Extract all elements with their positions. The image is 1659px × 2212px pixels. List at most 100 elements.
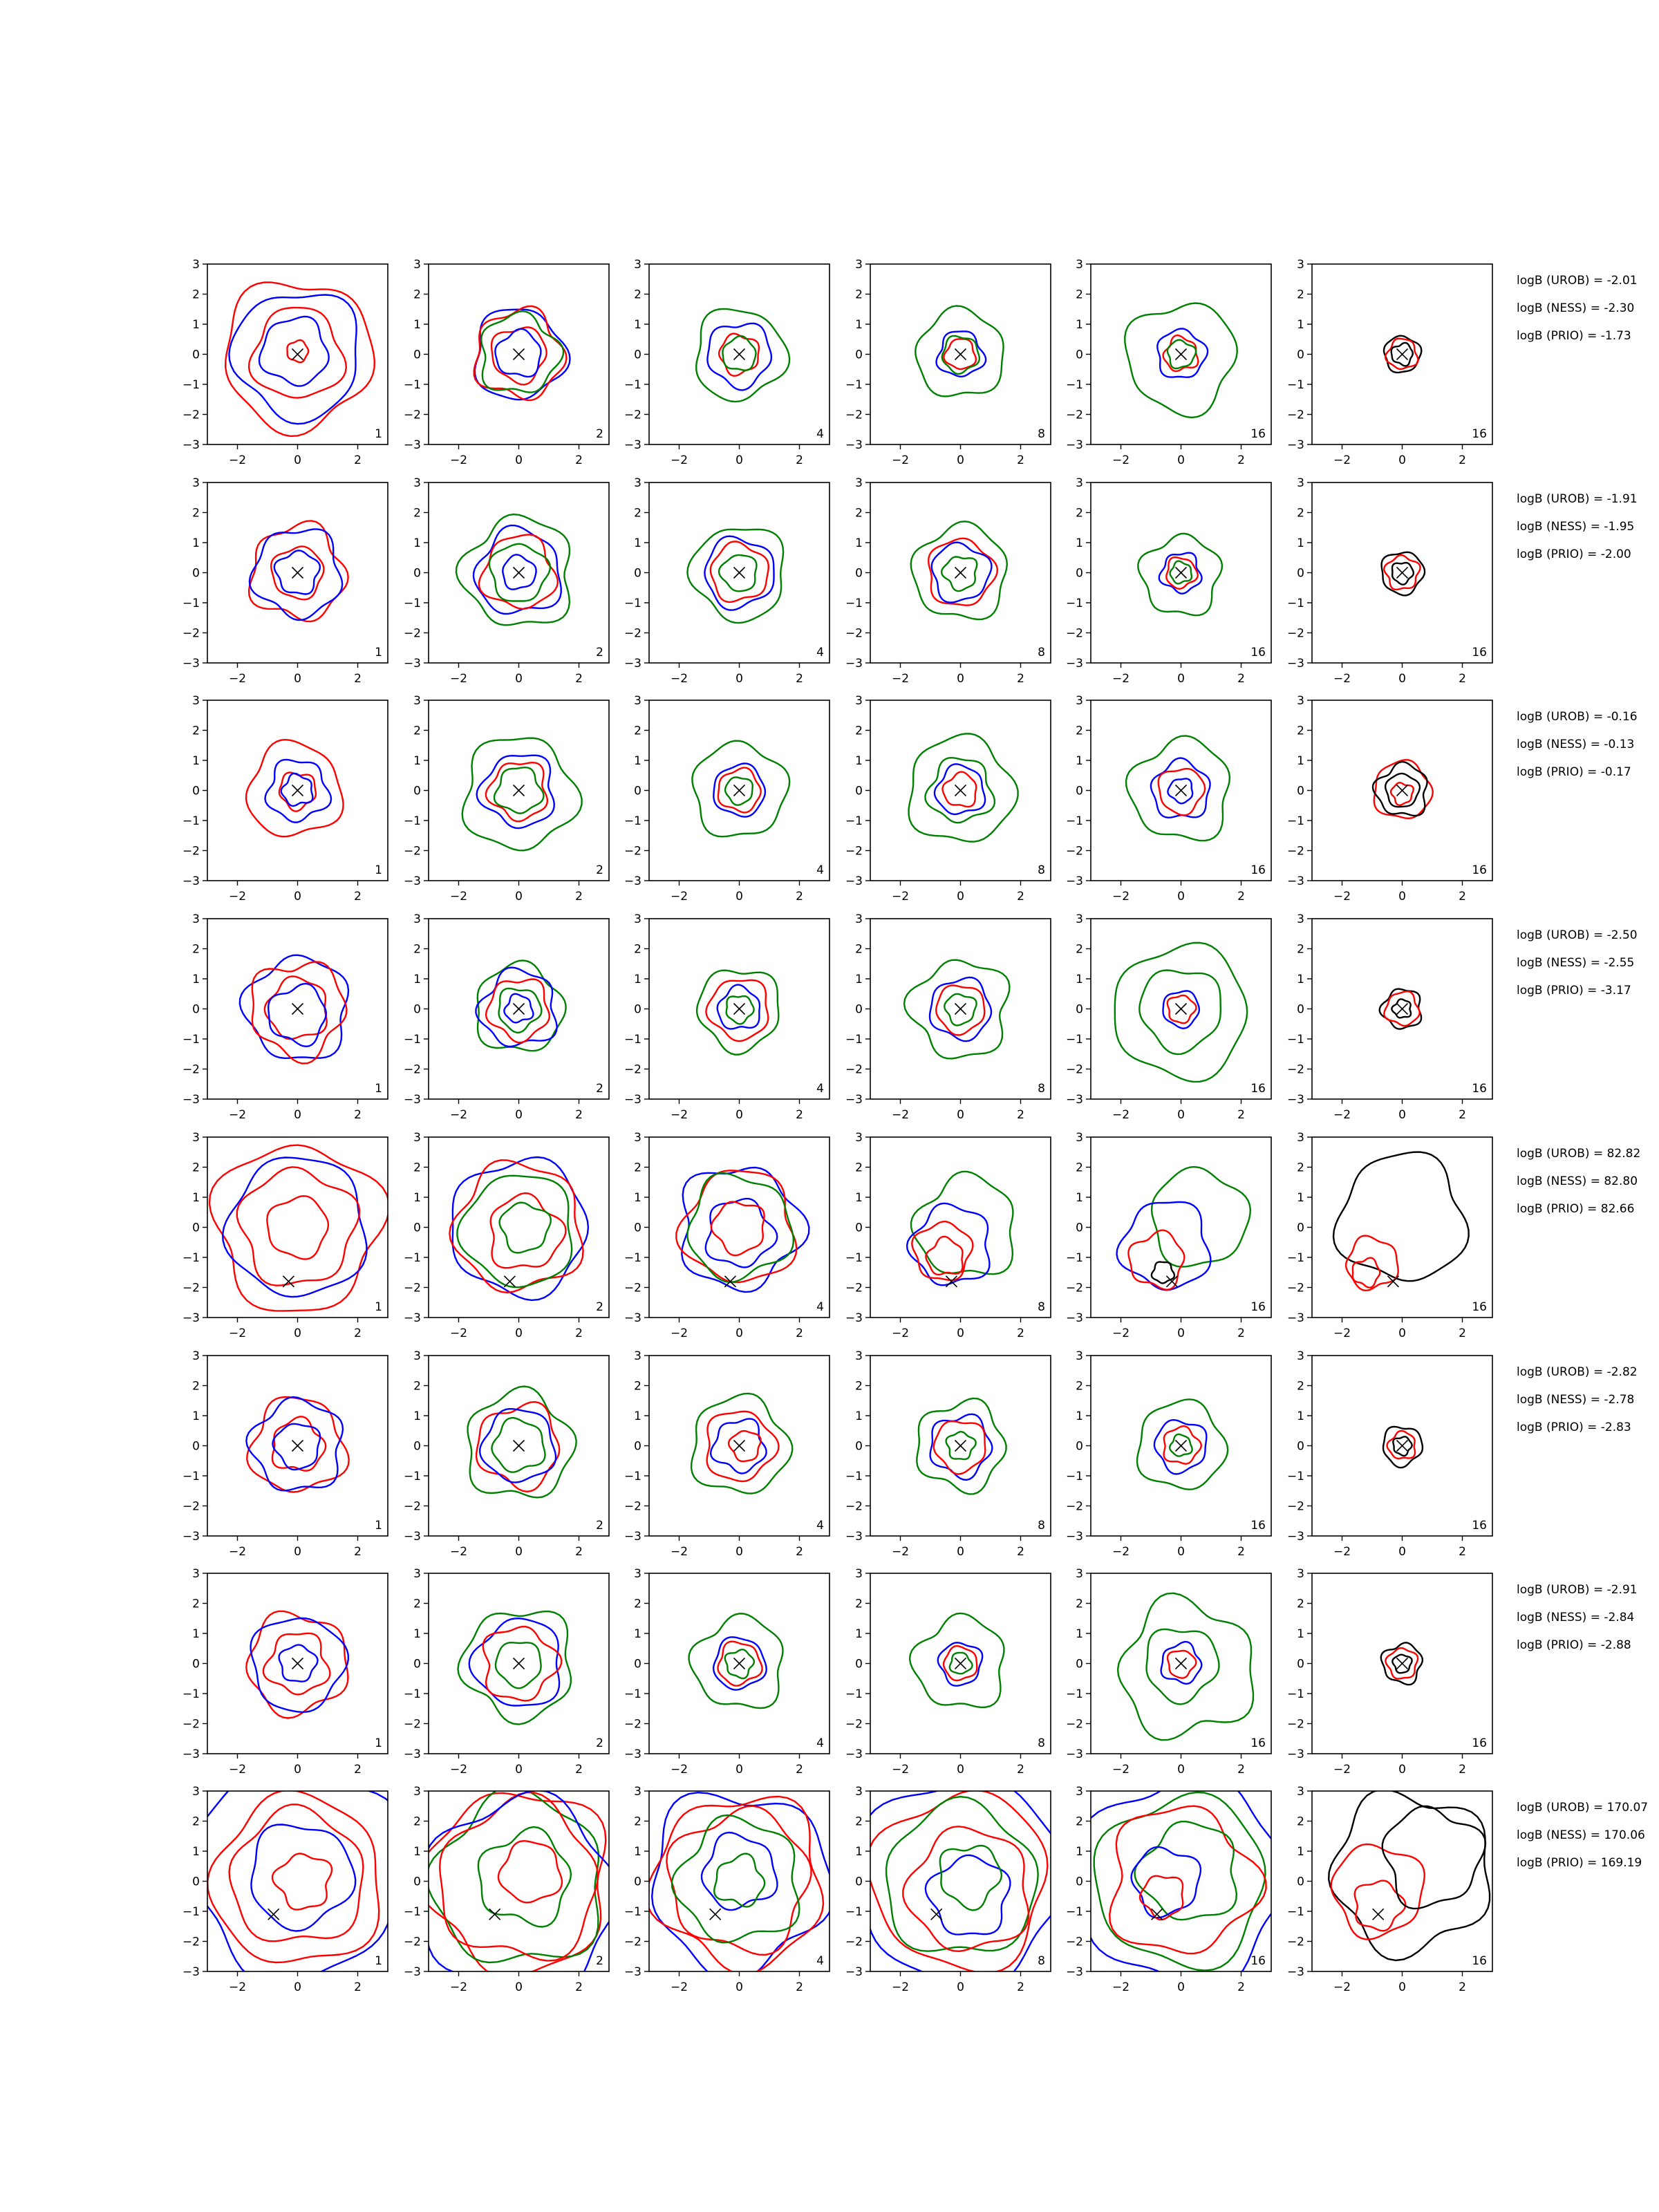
y-tick-label: −3 bbox=[1066, 1311, 1083, 1325]
y-tick-label: 1 bbox=[1297, 536, 1304, 550]
contour-line-red bbox=[1157, 767, 1206, 816]
contour-set bbox=[691, 740, 791, 838]
y-tick-label: 3 bbox=[1076, 1349, 1083, 1363]
contour-line-green bbox=[691, 740, 791, 838]
y-tick-label: 0 bbox=[1297, 1221, 1304, 1235]
x-tick-label: 2 bbox=[1237, 453, 1245, 467]
y-tick-label: 2 bbox=[1297, 724, 1304, 738]
contour-line-red bbox=[1165, 556, 1199, 590]
x-tick-label: −2 bbox=[671, 1108, 688, 1122]
y-tick-label: 2 bbox=[1076, 943, 1083, 957]
x-tick-label: −2 bbox=[1333, 890, 1351, 903]
y-tick-label: 0 bbox=[634, 567, 641, 581]
y-tick-label: 0 bbox=[413, 1003, 421, 1017]
x-tick-label: 0 bbox=[515, 1108, 523, 1122]
logB-annotation: logB (NESS) = 170.06 bbox=[1517, 1828, 1645, 1842]
x-tick-label: 2 bbox=[1017, 453, 1024, 467]
x-marker bbox=[930, 1908, 943, 1920]
y-tick-label: −2 bbox=[845, 1718, 863, 1732]
x-tick-label: −2 bbox=[1112, 890, 1130, 903]
contour-line-green bbox=[1137, 532, 1224, 617]
y-tick-label: −1 bbox=[845, 1905, 863, 1919]
contour-line-green bbox=[713, 1853, 766, 1908]
y-tick-label: −2 bbox=[624, 1718, 641, 1732]
x-tick-label: 2 bbox=[1459, 1980, 1466, 1994]
contour-line-red bbox=[1384, 337, 1419, 371]
x-marker bbox=[512, 1002, 525, 1015]
y-tick-label: 1 bbox=[855, 1409, 863, 1423]
x-tick-label: −2 bbox=[892, 1980, 909, 1994]
y-tick-label: −3 bbox=[1287, 874, 1304, 888]
y-tick-label: 3 bbox=[1297, 912, 1304, 926]
contour-line-blue bbox=[712, 1636, 767, 1691]
y-tick-label: −3 bbox=[624, 1530, 641, 1544]
panel-corner-label: 4 bbox=[816, 1300, 824, 1314]
x-tick-label: −2 bbox=[892, 1763, 909, 1777]
x-tick-label: −2 bbox=[671, 1327, 688, 1340]
panel: 3 2 1 0 −1 −2 −3 −2 0 2 16 bbox=[1287, 476, 1493, 686]
x-marker bbox=[733, 1657, 746, 1670]
x-tick-label: 2 bbox=[1237, 1545, 1245, 1559]
contour-line-green bbox=[461, 737, 583, 852]
y-tick-label: −2 bbox=[182, 845, 200, 859]
contour-line-green bbox=[477, 1826, 572, 1928]
y-tick-label: 0 bbox=[413, 785, 421, 798]
y-tick-label: 1 bbox=[855, 536, 863, 550]
x-tick-label: 0 bbox=[1177, 672, 1185, 686]
y-tick-label: −3 bbox=[1066, 1093, 1083, 1107]
contour-line-red bbox=[270, 545, 325, 601]
y-tick-label: −3 bbox=[624, 438, 641, 452]
contour-line-blue bbox=[451, 1156, 590, 1302]
y-tick-label: 0 bbox=[192, 1221, 200, 1235]
y-tick-label: 0 bbox=[855, 1003, 863, 1017]
contour-line-blue bbox=[238, 954, 350, 1059]
contour-line-green bbox=[945, 1431, 977, 1461]
contour-line-green bbox=[924, 757, 996, 824]
x-tick-label: 2 bbox=[575, 1545, 583, 1559]
contour-line-green bbox=[456, 1174, 573, 1288]
x-tick-label: 0 bbox=[1177, 1763, 1185, 1777]
contour-set bbox=[449, 1156, 590, 1302]
contour-line-green bbox=[671, 1814, 800, 1944]
y-tick-label: 3 bbox=[192, 476, 200, 490]
x-tick-label: 2 bbox=[1017, 890, 1024, 903]
y-tick-label: 2 bbox=[634, 1597, 641, 1611]
y-tick-label: −1 bbox=[1287, 597, 1304, 610]
y-tick-label: −3 bbox=[845, 657, 863, 671]
y-tick-label: 2 bbox=[855, 724, 863, 738]
x-tick-label: 0 bbox=[1398, 453, 1406, 467]
panel-corner-label: 2 bbox=[596, 427, 603, 441]
x-tick-label: −2 bbox=[892, 1545, 909, 1559]
contour-line-green bbox=[1093, 1791, 1266, 1971]
contour-line-green bbox=[941, 335, 980, 375]
logB-annotation: logB (NESS) = -2.30 bbox=[1517, 301, 1634, 315]
contour-set bbox=[1116, 1165, 1251, 1291]
y-tick-label: 2 bbox=[413, 288, 421, 302]
contour-line-red bbox=[727, 1430, 762, 1463]
contour-line-green bbox=[1169, 1433, 1193, 1457]
y-tick-label: 3 bbox=[634, 258, 641, 272]
y-tick-label: −3 bbox=[404, 657, 421, 671]
y-tick-label: 3 bbox=[1076, 1567, 1083, 1581]
contour-line-blue bbox=[476, 754, 555, 830]
panel-corner-label: 2 bbox=[596, 1519, 603, 1533]
logB-annotation: logB (UROB) = -0.16 bbox=[1517, 710, 1638, 724]
contour-set bbox=[429, 1791, 609, 1971]
x-marker bbox=[954, 1439, 967, 1452]
x-marker bbox=[291, 348, 304, 361]
panel-corner-label: 16 bbox=[1472, 1519, 1487, 1533]
y-tick-label: −1 bbox=[845, 597, 863, 610]
panel-corner-label: 8 bbox=[1038, 646, 1045, 659]
x-marker bbox=[1396, 1002, 1409, 1015]
contour-line-green bbox=[1145, 1628, 1220, 1705]
x-marker bbox=[954, 1002, 967, 1015]
x-tick-label: −2 bbox=[1112, 1108, 1130, 1122]
contour-line-blue bbox=[704, 1197, 778, 1268]
contour-line-green bbox=[1150, 1165, 1251, 1268]
contour-set bbox=[225, 281, 375, 438]
x-tick-label: 0 bbox=[957, 1108, 964, 1122]
y-tick-label: 2 bbox=[855, 1380, 863, 1394]
y-tick-label: 0 bbox=[1297, 1658, 1304, 1671]
